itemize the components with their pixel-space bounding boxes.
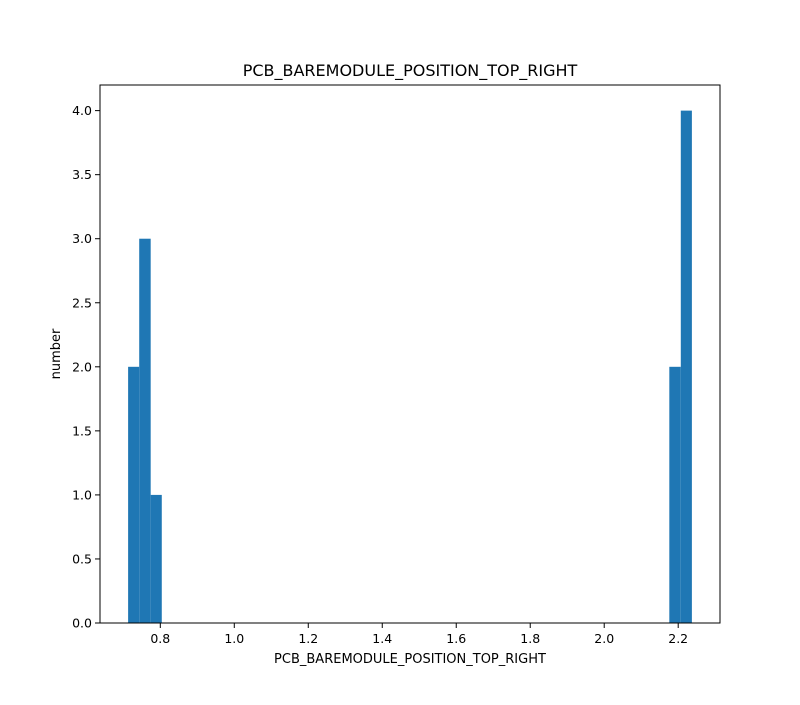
x-tick-label-2: 1.2	[298, 631, 318, 646]
y-tick-label-8: 4.0	[72, 103, 92, 118]
y-tick-label-6: 3.0	[72, 231, 92, 246]
y-tick-label-4: 2.0	[72, 359, 92, 374]
x-tick-label-4: 1.6	[446, 631, 466, 646]
y-tick-label-3: 1.5	[72, 423, 92, 438]
y-tick-label-2: 1.0	[72, 487, 92, 502]
y-tick-label-0: 0.0	[72, 616, 92, 631]
plot-frame	[99, 84, 721, 624]
x-tick-label-1: 1.0	[224, 631, 244, 646]
y-ticks: 0.0 0.5 1.0 1.5 2.0 2.5 3.0 3.5 4.0	[72, 103, 100, 631]
histogram-bar-2	[150, 494, 162, 623]
histogram-bar-0	[128, 366, 140, 623]
x-ticks: 0.8 1.0 1.2 1.4 1.6 1.8 2.0 2.2	[150, 623, 688, 646]
y-tick-label-7: 3.5	[72, 167, 92, 182]
y-tick-label-1: 0.5	[72, 551, 92, 566]
histogram-bar-1	[139, 238, 151, 623]
x-axis-label: PCB_BAREMODULE_POSITION_TOP_RIGHT	[274, 652, 546, 667]
x-tick-label-6: 2.0	[594, 631, 614, 646]
y-axis-label: number	[49, 328, 64, 379]
x-tick-label-0: 0.8	[150, 631, 170, 646]
x-tick-label-5: 1.8	[520, 631, 540, 646]
histogram-bar-3	[669, 366, 681, 623]
histogram-bar-4	[680, 110, 692, 624]
chart-title: PCB_BAREMODULE_POSITION_TOP_RIGHT	[243, 61, 578, 81]
x-tick-label-7: 2.2	[668, 631, 688, 646]
y-tick-label-5: 2.5	[72, 295, 92, 310]
x-tick-label-3: 1.4	[372, 631, 392, 646]
bars-layer	[128, 110, 692, 624]
